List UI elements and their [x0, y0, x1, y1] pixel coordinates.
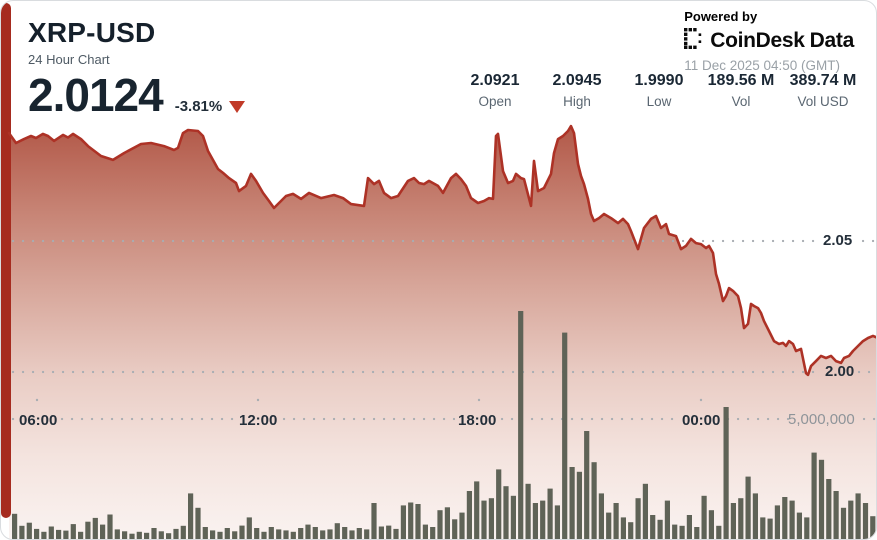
price-row: 2.0124 -3.81%: [28, 69, 246, 121]
wordmark-coindesk: CoinDesk: [710, 29, 805, 52]
stat-vol-usd-label: Vol USD: [797, 94, 849, 109]
x-tick-0600: 06:00: [19, 412, 58, 429]
stat-low: 1.9990 Low: [618, 72, 700, 109]
price-change: -3.81%: [174, 98, 223, 116]
ohlc-stats-row: 2.0921 Open 2.0945 High 1.9990 Low 189.5…: [454, 72, 864, 109]
triangle-down-icon: [229, 101, 246, 114]
stat-open-value: 2.0921: [470, 72, 520, 89]
stat-open-label: Open: [478, 94, 512, 109]
page-title: XRP-USD: [28, 17, 156, 48]
header-right: Powered by CoinDesk Data 11 Dec 2025 04:5…: [684, 9, 854, 73]
stat-vol-usd-value: 389.74 M: [789, 72, 857, 89]
y-tick-2-05: 2.05: [823, 232, 853, 249]
stat-low-label: Low: [646, 94, 672, 109]
stat-high-value: 2.0945: [552, 72, 602, 89]
chart-subtitle: 24 Hour Chart: [28, 52, 110, 67]
stat-high-label: High: [563, 94, 591, 109]
y-tick-2-00: 2.00: [825, 363, 855, 380]
x-tick-1800: 18:00: [458, 412, 497, 429]
timestamp: 11 Dec 2025 04:50 (GMT): [684, 58, 841, 73]
current-price: 2.0124: [28, 69, 164, 121]
stat-low-value: 1.9990: [634, 72, 684, 89]
x-tick-0000: 00:00: [682, 412, 721, 429]
stat-high: 2.0945 High: [536, 72, 618, 109]
stat-open: 2.0921 Open: [454, 72, 536, 109]
coindesk-wordmark: CoinDesk Data: [710, 29, 854, 53]
stat-vol-value: 189.56 M: [707, 72, 775, 89]
x-tick-1200: 12:00: [239, 412, 278, 429]
stat-vol-usd: 389.74 M Vol USD: [782, 72, 864, 109]
wordmark-data: Data: [809, 29, 855, 52]
coindesk-logo: CoinDesk Data: [684, 28, 854, 54]
volume-tick-5m: 5,000,000: [788, 411, 855, 428]
coindesk-logo-icon: [684, 28, 704, 54]
powered-by-label: Powered by: [684, 9, 758, 24]
stat-vol-label: Vol: [731, 94, 751, 109]
stat-vol: 189.56 M Vol: [700, 72, 782, 109]
header-left: XRP-USD 24 Hour Chart 2.0124 -3.81%: [28, 17, 246, 121]
